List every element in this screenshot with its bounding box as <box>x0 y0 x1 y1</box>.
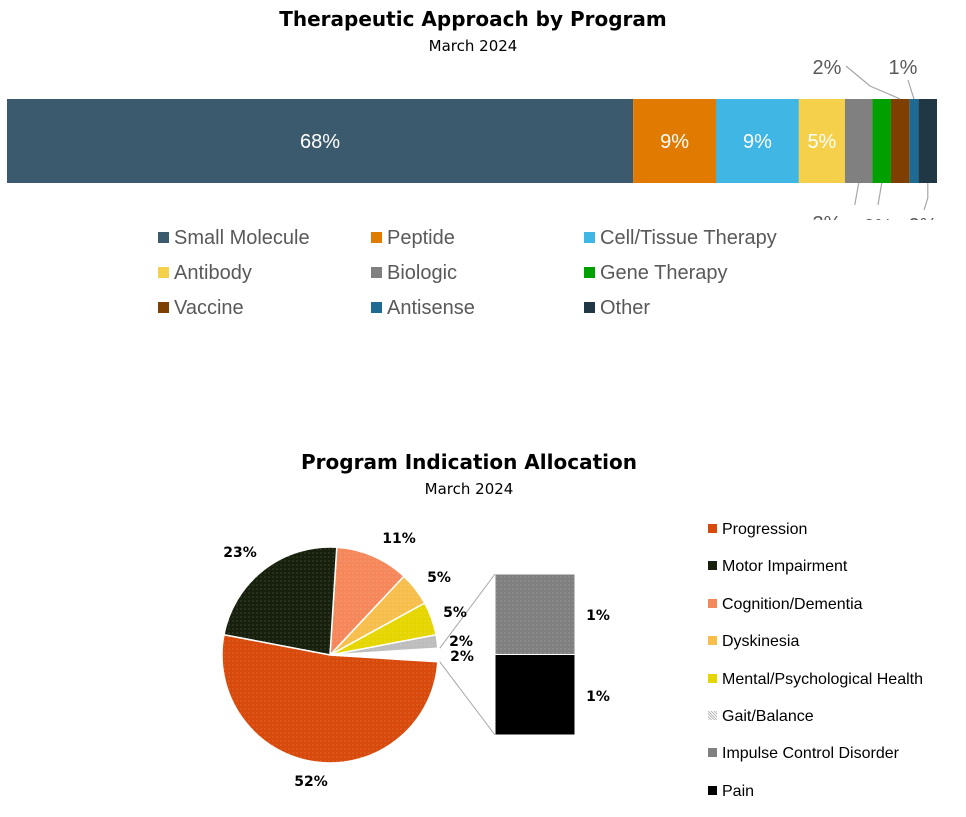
secondary-label-impulse-control-disorder: 1% <box>586 608 610 624</box>
pie-slice-cognition-dementia <box>329 546 405 658</box>
legend-label: Cell/Tissue Therapy <box>600 227 777 249</box>
connector-line-bottom <box>439 661 496 736</box>
chart2-subtitle: March 2024 <box>424 480 514 498</box>
legend-item-motor-impairment: Motor Impairment <box>708 558 847 576</box>
legend-label: Antibody <box>174 262 252 284</box>
connector-line-top <box>439 573 496 649</box>
legend-swatch <box>371 267 382 278</box>
legend-label: Mental/Psychological Health <box>722 670 923 688</box>
legend-swatch <box>708 748 717 758</box>
bar-label-other: 2% <box>909 215 938 220</box>
legend-item-cell-tissue-therapy: Cell/Tissue Therapy <box>584 227 777 250</box>
pie-slice-motor-impairment <box>223 546 338 656</box>
bar-segment-antibody <box>798 99 845 183</box>
legend-label: Pain <box>722 782 755 800</box>
bar-segment-biologic <box>844 99 873 183</box>
legend-swatch <box>584 302 595 313</box>
approach-bar-chart: 68% 9% 9% 5% 3% 2% 2% 1% 2% <box>7 57 938 220</box>
legend-label: Biologic <box>387 262 458 284</box>
legend-swatch <box>158 267 169 278</box>
pie-label-cognition-dementia: 11% <box>382 531 416 547</box>
chart1-subtitle: March 2024 <box>428 37 518 55</box>
pie-label-gait-balance: 2% <box>449 634 473 650</box>
legend-swatch <box>158 232 169 243</box>
legend-label: Dyskinesia <box>722 633 800 651</box>
bar-label-cell-tissue-therapy: 9% <box>743 131 772 153</box>
legend-label: Peptide <box>387 227 455 249</box>
legend-item-peptide: Peptide <box>371 227 455 250</box>
legend-item-progression: Progression <box>708 521 807 539</box>
chart1-title: Therapeutic Approach by Program <box>279 7 667 31</box>
legend-label: Impulse Control Disorder <box>722 745 899 763</box>
legend-item-gene-therapy: Gene Therapy <box>584 262 728 285</box>
legend-swatch <box>708 524 717 533</box>
pie-label-motor-impairment: 23% <box>223 545 257 561</box>
legend-item-other: Other <box>584 297 650 320</box>
legend-label: Vaccine <box>174 297 244 319</box>
bar-segment-small-molecule <box>7 99 634 183</box>
bar-segment-gene-therapy <box>872 99 891 183</box>
legend-item-cognition-dementia: Cognition/Dementia <box>708 596 863 614</box>
leader-line-gene-therapy <box>877 182 883 206</box>
legend-swatch <box>708 711 717 720</box>
bar-label-biologic: 3% <box>813 213 842 220</box>
bar-segment-antisense <box>909 99 919 183</box>
secondary-label-pain: 1% <box>586 689 610 705</box>
secondary-bar-impulse-control-disorder <box>494 573 576 655</box>
pie-label-progression: 52% <box>294 774 328 790</box>
legend-item-small-molecule: Small Molecule <box>158 227 310 250</box>
legend-swatch <box>708 673 717 683</box>
legend-swatch <box>371 302 382 313</box>
pie-slice-other <box>329 647 439 663</box>
legend-label: Gene Therapy <box>600 262 728 284</box>
legend-label: Progression <box>722 521 808 538</box>
legend-swatch <box>158 302 169 313</box>
legend-label: Antisense <box>387 297 475 319</box>
bar-label-gene-therapy: 2% <box>864 216 893 220</box>
legend-swatch <box>584 232 595 243</box>
pie-label-other: 2% <box>450 649 474 665</box>
legend-item-biologic: Biologic <box>371 262 457 285</box>
bar-label-antibody: 5% <box>807 131 836 153</box>
legend-item-antibody: Antibody <box>158 262 252 285</box>
legend-item-vaccine: Vaccine <box>158 297 244 320</box>
legend-label: Small Molecule <box>174 227 310 249</box>
legend-swatch <box>708 636 717 646</box>
legend-item-pain: Pain <box>708 783 754 801</box>
legend-item-mental-psychological-health: Mental/Psychological Health <box>708 671 923 689</box>
pie-label-mental-psychological-health: 5% <box>443 605 467 621</box>
bar-label-antisense: 1% <box>889 57 918 79</box>
legend-item-dyskinesia: Dyskinesia <box>708 633 799 651</box>
legend-swatch <box>708 598 717 608</box>
bar-label-peptide: 9% <box>660 131 689 153</box>
legend-swatch <box>708 785 717 795</box>
legend-item-antisense: Antisense <box>371 297 475 320</box>
legend-item-gait-balance: Gait/Balance <box>708 708 814 726</box>
legend-label: Motor Impairment <box>722 558 848 576</box>
leader-line-vaccine <box>845 65 901 100</box>
chart2-title: Program Indication Allocation <box>301 450 637 474</box>
bar-segment-vaccine <box>890 99 910 183</box>
legend-item-impulse-control-disorder: Impulse Control Disorder <box>708 745 899 763</box>
bar-segment-other <box>918 99 937 183</box>
legend-swatch <box>584 267 595 278</box>
bar-segment-cell-tissue-therapy <box>716 99 799 183</box>
bar-label-vaccine: 2% <box>813 57 842 79</box>
leader-line-biologic <box>854 182 860 206</box>
bar-segment-peptide <box>633 99 717 183</box>
leader-line-antisense <box>907 79 915 100</box>
pie-label-dyskinesia: 5% <box>427 570 451 586</box>
legend-label: Other <box>600 297 651 319</box>
legend-swatch <box>371 232 382 243</box>
legend-label: Gait/Balance <box>722 708 814 725</box>
leader-line-other <box>923 183 929 211</box>
pie-slice-progression <box>221 633 439 764</box>
secondary-bar-pain <box>494 654 576 736</box>
bar-label-small-molecule: 68% <box>300 131 340 153</box>
legend-swatch <box>708 561 717 571</box>
legend-label: Cognition/Dementia <box>722 595 863 613</box>
